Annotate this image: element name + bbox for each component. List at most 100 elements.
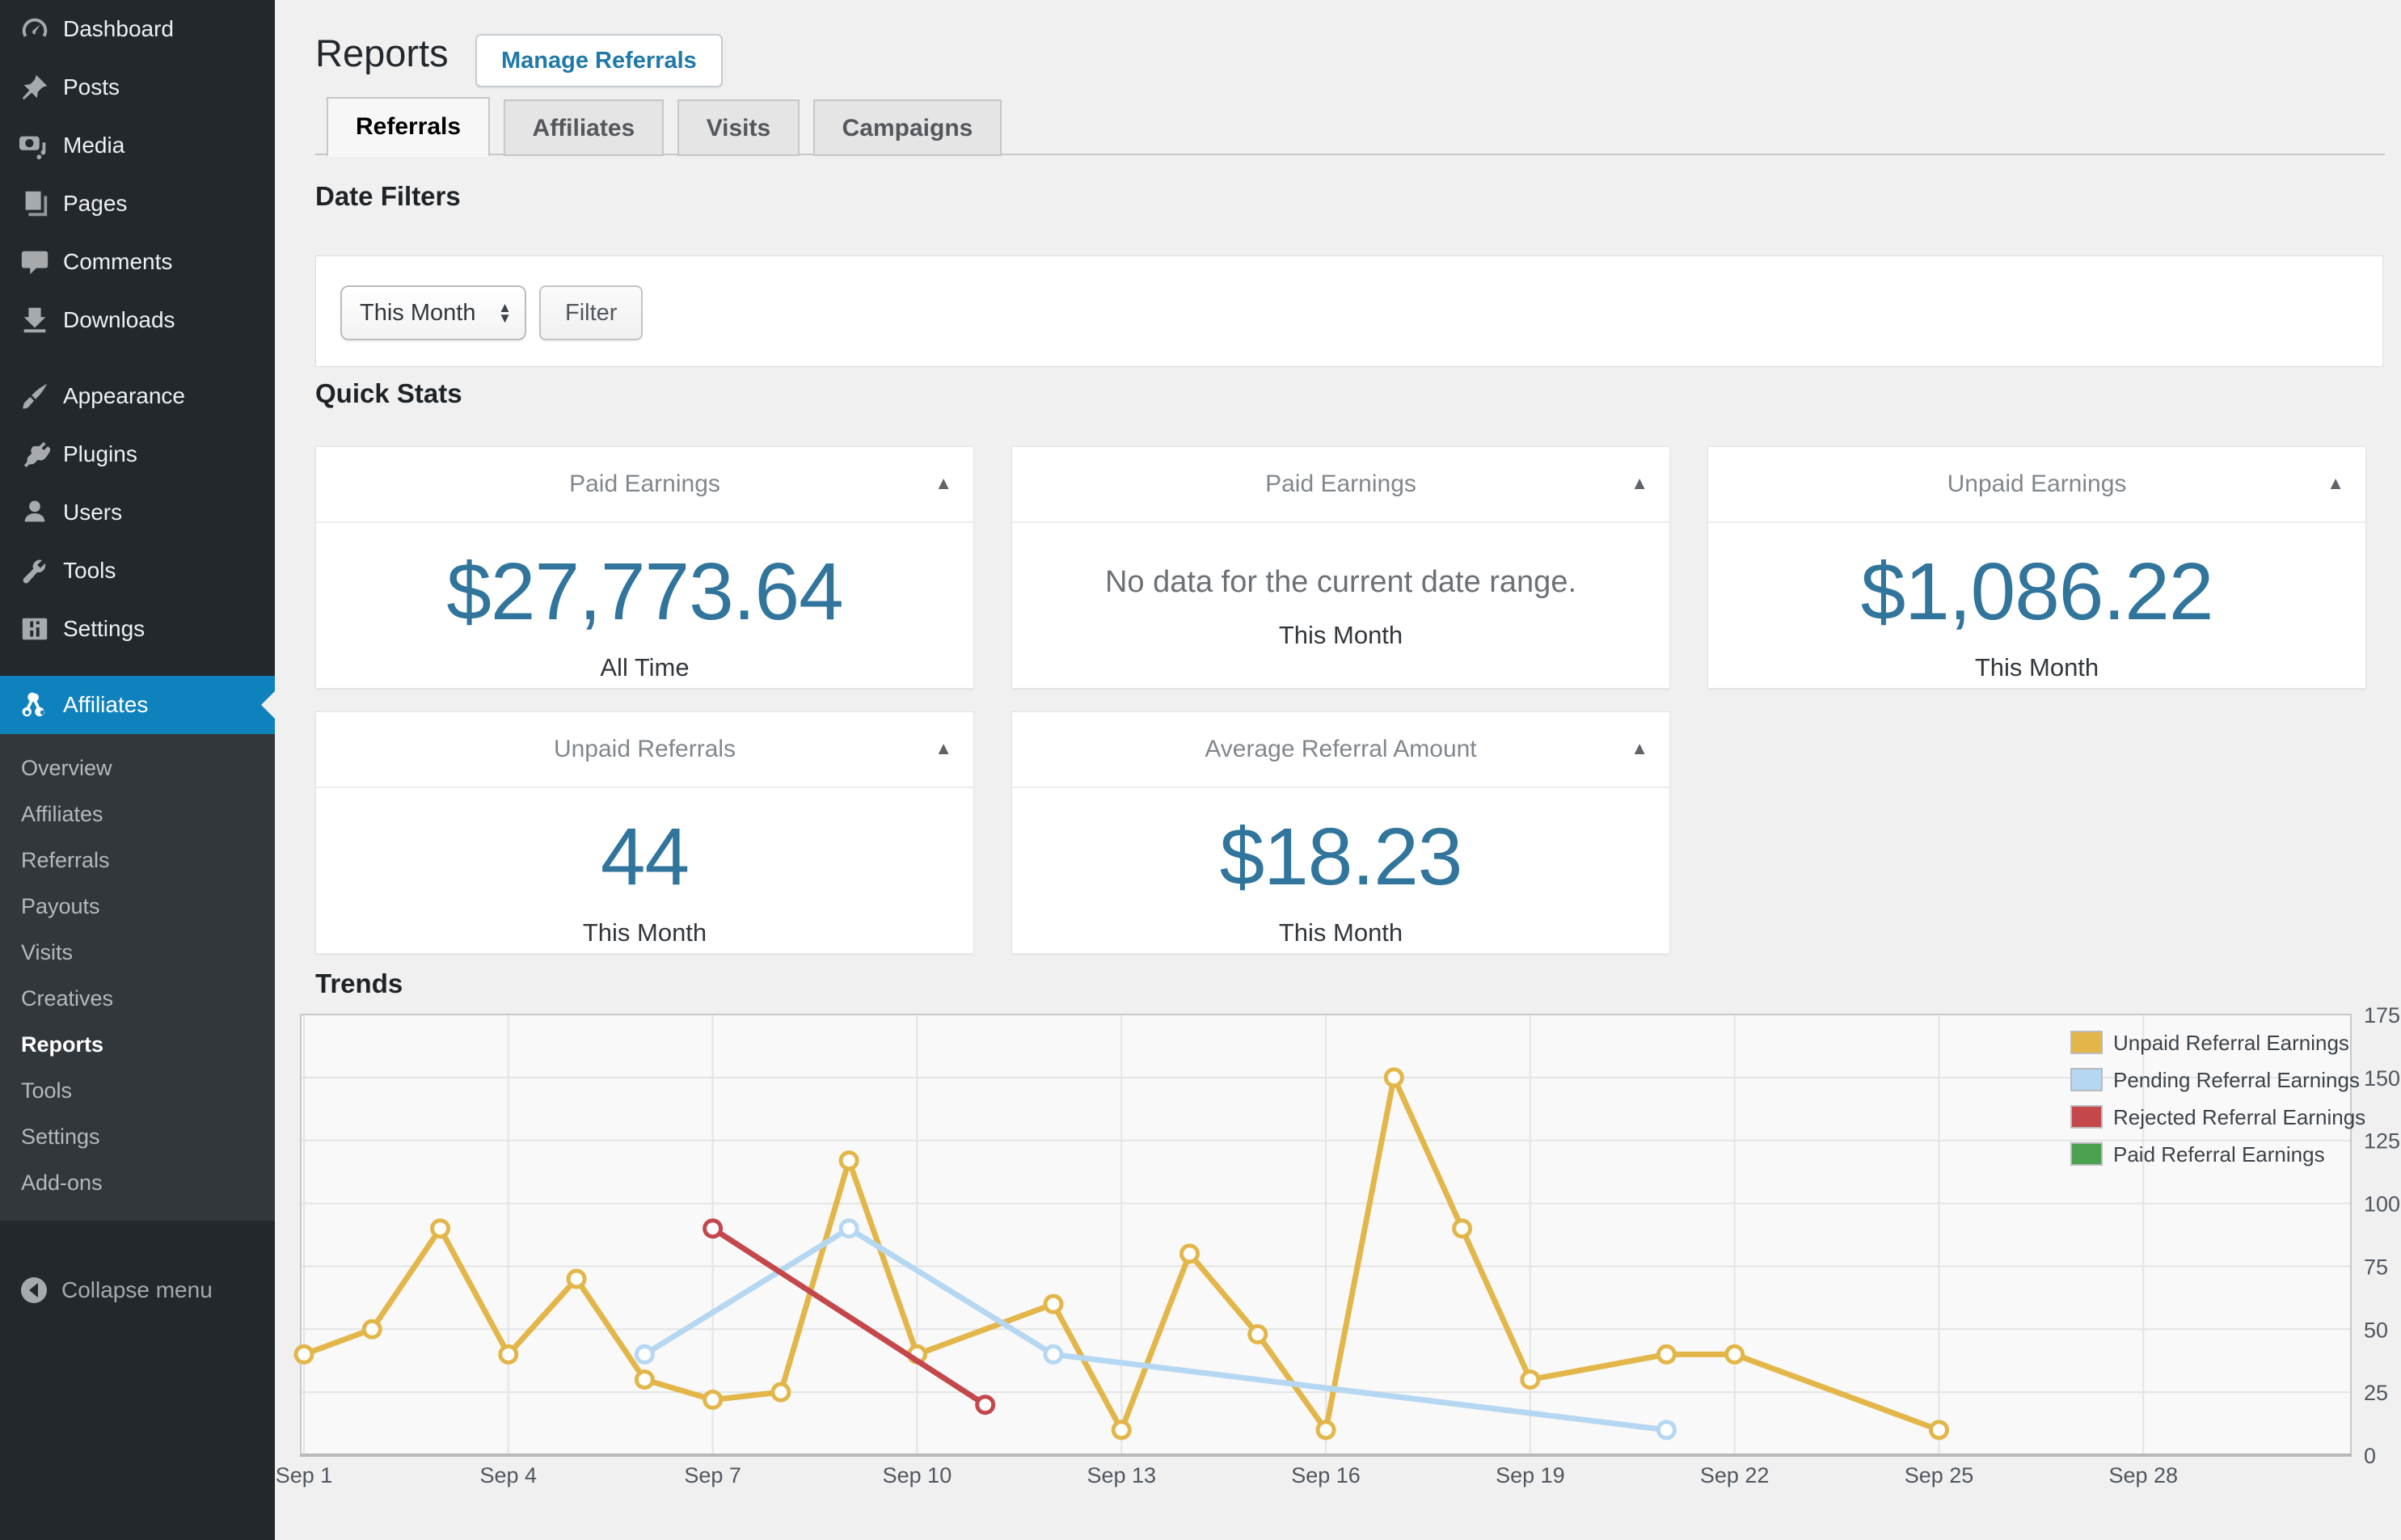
submenu-item-tools[interactable]: Tools	[21, 1078, 73, 1103]
card-title: Paid Earnings	[569, 470, 720, 497]
sidebar-item-settings[interactable]: Settings	[0, 600, 275, 658]
sidebar-item-label: Pages	[63, 191, 128, 216]
stat-card-paid-earnings-this-month: Paid Earnings ▲ No data for the current …	[1011, 446, 1670, 689]
sliders-icon	[19, 614, 50, 644]
sidebar-item-posts[interactable]: Posts	[0, 58, 275, 116]
stat-no-data-message: No data for the current date range.	[1104, 565, 1577, 599]
legend-label[interactable]: Rejected Referral Earnings	[2113, 1105, 2365, 1129]
collapse-toggle-icon[interactable]: ▲	[935, 738, 952, 758]
sidebar-item-tools[interactable]: Tools	[0, 542, 275, 600]
quick-stats-heading: Quick Stats	[315, 378, 462, 408]
legend-label[interactable]: Unpaid Referral Earnings	[2113, 1031, 2349, 1055]
stat-period: This Month	[582, 918, 707, 947]
x-tick-label: Sep 10	[883, 1463, 952, 1487]
data-point	[361, 1318, 382, 1340]
data-point	[1656, 1420, 1677, 1441]
card-header: Unpaid Earnings ▲	[1708, 447, 2365, 523]
data-point	[703, 1389, 724, 1410]
y-tick-label: 25	[2364, 1381, 2388, 1405]
user-icon	[19, 497, 50, 528]
data-point	[1520, 1369, 1541, 1390]
x-tick-label: Sep 13	[1087, 1463, 1156, 1487]
submenu-item-reports[interactable]: Reports	[21, 1032, 104, 1057]
tab-referrals[interactable]: Referrals	[327, 97, 491, 157]
collapse-menu-button[interactable]: Collapse menu	[0, 1259, 275, 1321]
data-point	[1452, 1218, 1473, 1239]
card-header: Paid Earnings ▲	[1012, 447, 1669, 523]
sidebar-item-label: Settings	[63, 616, 146, 641]
sidebar-item-pages[interactable]: Pages	[0, 175, 275, 233]
date-filters-panel: This Month ▲ ▼ Filter	[315, 255, 2383, 367]
sidebar-item-appearance[interactable]: Appearance	[0, 367, 275, 425]
y-tick-label: 175	[2364, 1003, 2400, 1027]
wrench-icon	[19, 555, 50, 586]
submenu-item-payouts[interactable]: Payouts	[21, 894, 100, 918]
sidebar-item-label: Downloads	[63, 307, 175, 332]
data-point	[770, 1382, 791, 1403]
submenu-item-settings[interactable]: Settings	[21, 1124, 100, 1149]
tab-campaigns[interactable]: Campaigns	[812, 99, 1002, 156]
legend-swatch[interactable]	[2070, 1068, 2103, 1091]
submenu-item-overview[interactable]: Overview	[21, 756, 112, 780]
legend-swatch[interactable]	[2070, 1142, 2103, 1166]
data-point	[1928, 1420, 1949, 1441]
stat-card-unpaid-earnings: Unpaid Earnings ▲ $1,086.22 This Month	[1707, 446, 2366, 689]
stat-period: All Time	[600, 653, 690, 681]
manage-referrals-button[interactable]: Manage Referrals	[475, 34, 723, 87]
date-filters-heading: Date Filters	[315, 181, 461, 211]
tab-visits[interactable]: Visits	[677, 99, 800, 156]
filter-button[interactable]: Filter	[539, 285, 644, 340]
sidebar-item-label: Users	[63, 500, 123, 525]
sidebar-item-affiliates[interactable]: Affiliates	[0, 676, 275, 734]
stat-card-paid-earnings-all-time: Paid Earnings ▲ $27,773.64 All Time	[315, 446, 974, 689]
sidebar-item-plugins[interactable]: Plugins	[0, 425, 275, 483]
card-title: Unpaid Earnings	[1947, 470, 2127, 497]
submenu-item-affiliates[interactable]: Affiliates	[21, 802, 103, 826]
submenu-item-creatives[interactable]: Creatives	[21, 986, 114, 1010]
data-point	[703, 1218, 724, 1239]
legend-label[interactable]: Pending Referral Earnings	[2113, 1068, 2360, 1092]
admin-sidebar: Dashboard Posts Media Pages Comments Dow…	[0, 0, 275, 1540]
sidebar-item-comments[interactable]: Comments	[0, 233, 275, 291]
card-header: Average Referral Amount ▲	[1012, 712, 1669, 788]
current-menu-arrow	[261, 691, 275, 719]
tab-affiliates[interactable]: Affiliates	[503, 99, 665, 156]
camera-media-icon	[19, 130, 50, 161]
data-point	[838, 1218, 859, 1239]
data-point	[1043, 1344, 1064, 1365]
y-tick-label: 75	[2364, 1255, 2388, 1279]
data-point	[1315, 1420, 1336, 1441]
x-tick-label: Sep 7	[684, 1463, 741, 1487]
stat-card-average-referral-amount: Average Referral Amount ▲ $18.23 This Mo…	[1011, 711, 1670, 954]
stat-value: $1,086.22	[1860, 546, 2214, 637]
sidebar-item-dashboard[interactable]: Dashboard	[0, 0, 275, 58]
data-point	[430, 1218, 451, 1239]
submenu-item-referrals[interactable]: Referrals	[21, 848, 110, 872]
sidebar-item-media[interactable]: Media	[0, 116, 275, 175]
x-tick-label: Sep 28	[2109, 1463, 2179, 1487]
x-tick-label: Sep 19	[1496, 1463, 1565, 1487]
legend-swatch[interactable]	[2070, 1031, 2103, 1054]
brush-icon	[19, 381, 50, 411]
submenu-item-visits[interactable]: Visits	[21, 940, 74, 964]
data-point	[975, 1394, 996, 1416]
date-range-select[interactable]: This Month ▲ ▼	[340, 285, 526, 340]
collapse-toggle-icon[interactable]: ▲	[1631, 473, 1648, 493]
sidebar-item-downloads[interactable]: Downloads	[0, 291, 275, 349]
legend-label[interactable]: Paid Referral Earnings	[2113, 1142, 2325, 1167]
sidebar-item-users[interactable]: Users	[0, 483, 275, 542]
collapse-toggle-icon[interactable]: ▲	[1631, 738, 1648, 758]
legend-swatch[interactable]	[2070, 1105, 2103, 1129]
sidebar-item-label: Plugins	[63, 441, 137, 466]
sidebar-item-label: Dashboard	[63, 16, 174, 41]
card-title: Paid Earnings	[1265, 470, 1416, 497]
y-tick-label: 50	[2364, 1318, 2388, 1342]
data-point	[634, 1369, 655, 1390]
submenu-item-addons[interactable]: Add-ons	[21, 1171, 103, 1195]
data-point	[838, 1150, 859, 1171]
collapse-toggle-icon[interactable]: ▲	[935, 473, 952, 493]
page-title: Reports	[315, 32, 449, 74]
stat-value: $27,773.64	[446, 546, 844, 637]
sidebar-item-label: Tools	[63, 558, 116, 583]
collapse-toggle-icon[interactable]: ▲	[2327, 473, 2344, 493]
